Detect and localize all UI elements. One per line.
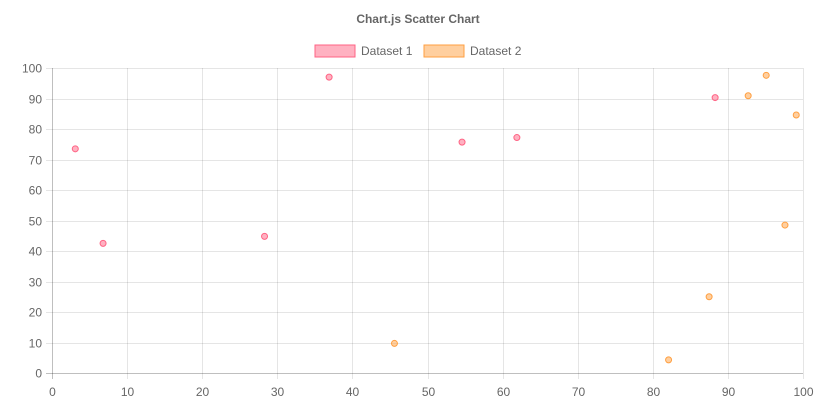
- legend-swatch[interactable]: [423, 44, 465, 58]
- x-tick-label: 0: [49, 385, 56, 399]
- data-point[interactable]: [705, 293, 713, 301]
- x-tick-label: 30: [271, 385, 285, 399]
- x-tick-label: 20: [196, 385, 210, 399]
- data-points: [71, 71, 800, 364]
- x-axis: 0 10 20 30 40 50 60 70 80 90 100: [49, 385, 814, 399]
- x-tick-label: 10: [121, 385, 135, 399]
- y-tick-label: 0: [35, 367, 42, 381]
- data-point[interactable]: [261, 232, 269, 240]
- x-tick-label: 50: [422, 385, 436, 399]
- y-tick-label: 100: [22, 62, 42, 76]
- chart-title: Chart.js Scatter Chart: [356, 12, 479, 26]
- data-point[interactable]: [325, 73, 333, 81]
- x-tick-label: 80: [647, 385, 661, 399]
- y-tick-label: 40: [29, 245, 43, 259]
- y-tick-label: 80: [29, 123, 43, 137]
- y-tick-label: 70: [29, 154, 43, 168]
- y-tick-label: 60: [29, 184, 43, 198]
- x-tick-label: 60: [497, 385, 511, 399]
- data-point[interactable]: [781, 221, 789, 229]
- data-point[interactable]: [99, 239, 107, 247]
- data-point[interactable]: [513, 134, 521, 142]
- data-point[interactable]: [390, 339, 398, 347]
- data-point[interactable]: [665, 356, 673, 364]
- x-tick-label: 40: [346, 385, 360, 399]
- legend-swatch[interactable]: [314, 44, 356, 58]
- legend-label[interactable]: Dataset 1: [361, 44, 413, 58]
- x-tick-label: 90: [722, 385, 736, 399]
- data-point[interactable]: [458, 138, 466, 146]
- grid-lines: [46, 68, 804, 379]
- data-point[interactable]: [762, 71, 770, 79]
- data-point[interactable]: [71, 145, 79, 153]
- y-tick-label: 30: [29, 276, 43, 290]
- x-tick-label: 100: [793, 385, 813, 399]
- y-tick-label: 20: [29, 306, 43, 320]
- y-tick-label: 90: [29, 93, 43, 107]
- x-tick-label: 70: [572, 385, 586, 399]
- y-axis: 0 10 20 30 40 50 60 70 80 90 100: [22, 62, 42, 381]
- y-tick-label: 50: [29, 215, 43, 229]
- data-point[interactable]: [792, 111, 800, 119]
- legend-label[interactable]: Dataset 2: [470, 44, 522, 58]
- data-point[interactable]: [711, 94, 719, 102]
- chart-legend: Dataset 1 Dataset 2: [314, 44, 522, 58]
- data-point[interactable]: [744, 92, 752, 100]
- y-tick-label: 10: [29, 337, 43, 351]
